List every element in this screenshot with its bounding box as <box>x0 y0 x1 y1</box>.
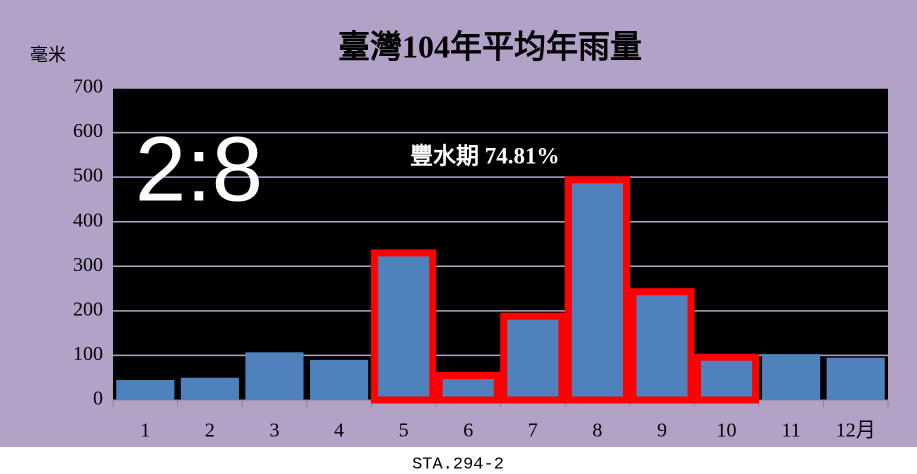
bar <box>435 371 501 404</box>
x-tick-label: 12月 <box>836 420 876 442</box>
y-tick-label: 400 <box>73 209 103 231</box>
x-tick-label: 11 <box>781 420 800 442</box>
bar <box>826 357 885 400</box>
bar <box>564 176 630 404</box>
bar <box>180 377 239 400</box>
x-tick-label: 6 <box>463 420 473 442</box>
bar <box>309 359 369 400</box>
bar <box>116 379 175 400</box>
bar <box>371 249 437 404</box>
bar <box>762 354 821 400</box>
y-axis-label: 毫米 <box>30 45 66 65</box>
wet-season-annotation: 豐水期 74.81% <box>410 143 560 168</box>
y-tick-label: 100 <box>73 343 103 365</box>
x-tick-label: 10 <box>717 420 737 442</box>
x-tick-label: 7 <box>528 420 538 442</box>
bar <box>629 288 695 404</box>
chart-title: 臺灣104年平均年雨量 <box>338 28 642 64</box>
bar <box>245 352 304 400</box>
bar <box>693 353 760 404</box>
x-tick-label: 9 <box>657 420 667 442</box>
x-tick-label: 2 <box>205 420 215 442</box>
caption: STA.294-2 <box>412 455 504 474</box>
x-tick-label: 5 <box>399 420 409 442</box>
y-tick-label: 0 <box>93 388 103 410</box>
x-tick-label: 8 <box>592 420 602 442</box>
y-tick-label: 700 <box>73 76 103 98</box>
x-tick-label: 4 <box>334 420 344 442</box>
ratio-annotation: 2:8 <box>135 118 263 220</box>
bar <box>500 312 566 404</box>
y-tick-label: 600 <box>73 120 103 142</box>
y-tick-label: 300 <box>73 254 103 276</box>
y-tick-label: 200 <box>73 298 103 320</box>
y-tick-label: 500 <box>73 165 103 187</box>
x-tick-label: 3 <box>269 420 279 442</box>
x-tick-label: 1 <box>140 420 150 442</box>
